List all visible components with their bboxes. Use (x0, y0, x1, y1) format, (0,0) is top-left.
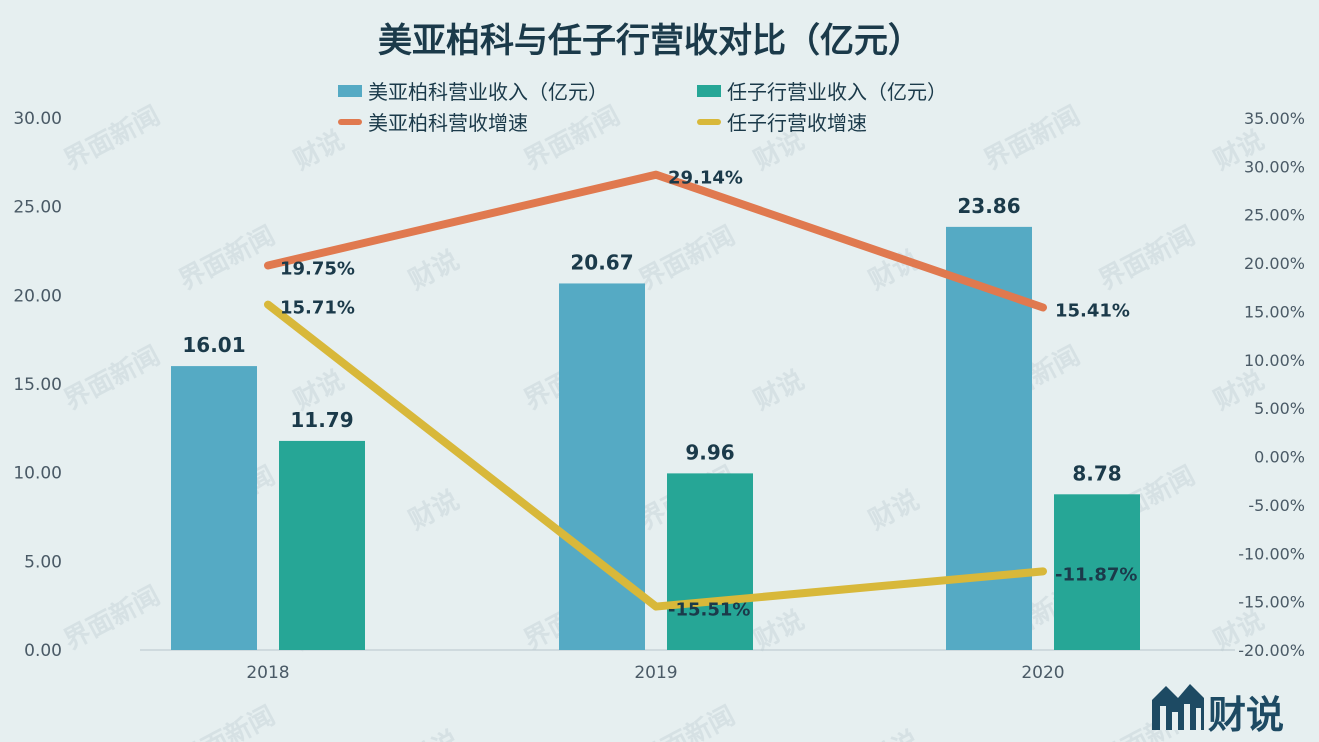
watermark-text: 界面新闻 (59, 100, 165, 176)
watermark-text: 界面新闻 (1094, 220, 1200, 296)
watermark-text: 界面新闻 (59, 340, 165, 416)
y-left-tick-label: 20.00 (13, 286, 62, 306)
line-point (265, 301, 271, 308)
watermark-text: 界面新闻 (634, 220, 740, 296)
bar-renzi-2019 (667, 473, 753, 650)
watermark-text: 界面新闻 (59, 580, 165, 656)
brand-logo: 财说 (1152, 684, 1284, 737)
line-data-label: -11.87% (1055, 564, 1137, 585)
legend-swatch-2 (338, 119, 362, 125)
bar-renzi-2018 (279, 440, 365, 650)
y-right-tick-label: 15.00% (1244, 302, 1305, 321)
line-point (1040, 304, 1046, 311)
legend-label-0: 美亚柏科营业收入（亿元） (368, 80, 608, 104)
y-left-tick-label: 5.00 (24, 552, 62, 572)
y-left-tick-label: 30.00 (13, 109, 62, 129)
watermark-text: 界面新闻 (979, 100, 1085, 176)
legend-swatch-0 (338, 85, 362, 97)
y-right-tick-label: 25.00% (1244, 206, 1305, 225)
line-data-label: 15.71% (280, 298, 355, 319)
chart-title: 美亚柏科与任子行营收对比（亿元） (378, 21, 922, 61)
y-left-tick-label: 10.00 (13, 464, 62, 484)
bar-data-label: 23.86 (957, 194, 1020, 218)
line-point (653, 603, 659, 610)
line-series (264, 170, 1047, 611)
watermark-text: 财说 (749, 605, 809, 656)
bar-renzi-2020 (1054, 494, 1140, 650)
y-right-tick-label: 30.00% (1244, 157, 1305, 176)
x-axis-ticks: 2018 2019 2020 (246, 663, 1064, 683)
legend-label-3: 任子行营收增速 (727, 111, 867, 135)
line-data-label: -15.51% (668, 600, 750, 621)
legend: 美亚柏科营业收入（亿元） 任子行营业收入（亿元） 美亚柏科营收增速 任子行营收增速 (338, 80, 947, 135)
bar-data-label: 16.01 (182, 333, 245, 357)
y-right-tick-label: -20.00% (1238, 641, 1305, 660)
legend-swatch-1 (697, 85, 721, 97)
watermark-text: 财说 (404, 245, 464, 296)
y-right-tick-label: -5.00% (1248, 496, 1305, 515)
bar-data-label: 20.67 (570, 250, 633, 274)
y-right-tick-label: 35.00% (1244, 109, 1305, 128)
x-tick-label: 2018 (246, 663, 289, 683)
x-tick-label: 2019 (634, 663, 677, 683)
bar-meiya-2018 (171, 366, 257, 650)
line-point (1040, 568, 1046, 575)
y-right-tick-label: -15.00% (1238, 593, 1305, 612)
brand-logo-text: 财说 (1208, 693, 1284, 737)
watermark-text: 财说 (404, 725, 464, 742)
legend-label-1: 任子行营业收入（亿元） (727, 80, 947, 104)
legend-label-2: 美亚柏科营收增速 (368, 111, 528, 135)
y-axis-right: -20.00% -15.00% -10.00% -5.00% 0.00% 5.00% 10.… (1238, 109, 1305, 660)
x-tick-label: 2020 (1021, 663, 1064, 683)
legend-swatch-3 (697, 119, 721, 125)
line-point (653, 171, 659, 178)
y-left-tick-label: 25.00 (13, 198, 62, 218)
line-renzi-growth (264, 300, 1047, 611)
watermark-text: 界面新闻 (519, 100, 625, 176)
y-right-tick-label: 0.00% (1254, 448, 1305, 467)
y-right-tick-label: 20.00% (1244, 254, 1305, 273)
y-axis-left: 0.00 5.00 10.00 15.00 20.00 25.00 30.00 (13, 109, 62, 661)
y-right-tick-label: -10.00% (1238, 544, 1305, 563)
y-left-tick-label: 0.00 (24, 641, 62, 661)
watermark-text: 界面新闻 (174, 220, 280, 296)
watermark-text: 财说 (864, 725, 924, 742)
watermark-text: 财说 (864, 485, 924, 536)
bar-data-label: 9.96 (685, 440, 734, 464)
watermark-text: 界面新闻 (634, 700, 740, 742)
bar-data-label: 8.78 (1072, 461, 1121, 485)
data-labels: 16.01 20.67 23.86 11.79 9.96 8.78 19.75% 29.14%… (182, 168, 1137, 621)
y-right-tick-label: 5.00% (1254, 399, 1305, 418)
line-data-label: 15.41% (1055, 300, 1130, 321)
y-right-tick-label: 10.00% (1244, 351, 1305, 370)
watermark-text: 财说 (404, 485, 464, 536)
line-data-label: 29.14% (668, 168, 743, 189)
watermark-text: 财说 (289, 125, 349, 176)
y-left-tick-label: 15.00 (13, 375, 62, 395)
watermark-text: 界面新闻 (174, 700, 280, 742)
line-data-label: 19.75% (280, 259, 355, 280)
bar-meiya-2019 (559, 283, 645, 650)
bar-data-label: 11.79 (290, 408, 353, 432)
line-point (265, 262, 271, 269)
watermark-text: 财说 (749, 365, 809, 416)
